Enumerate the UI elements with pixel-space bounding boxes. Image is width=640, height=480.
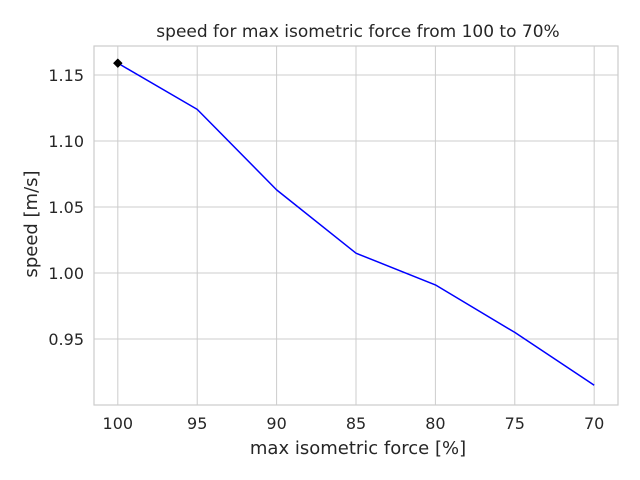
y-tick-label: 1.15 bbox=[48, 66, 84, 85]
y-tick-label: 1.10 bbox=[48, 132, 84, 151]
y-tick-label: 1.05 bbox=[48, 198, 84, 217]
plot-frame bbox=[93, 45, 619, 406]
x-tick-label: 80 bbox=[425, 414, 445, 433]
x-tick-label: 70 bbox=[584, 414, 604, 433]
series-layer bbox=[117, 62, 595, 386]
plot-area-border bbox=[93, 45, 619, 406]
x-tick-label: 85 bbox=[346, 414, 366, 433]
y-tick-label: 1.00 bbox=[48, 264, 84, 283]
chart-title: speed for max isometric force from 100 t… bbox=[156, 22, 559, 42]
grid-lines bbox=[94, 46, 618, 405]
y-tick-labels: 0.95 1.00 1.05 1.10 1.15 bbox=[48, 66, 84, 349]
x-tick-label: 75 bbox=[505, 414, 525, 433]
x-tick-labels: 100 95 90 85 80 75 70 bbox=[103, 414, 605, 433]
series-line bbox=[117, 62, 595, 386]
marker-layer bbox=[112, 58, 123, 69]
x-tick-label: 95 bbox=[187, 414, 207, 433]
y-axis-label: speed [m/s] bbox=[21, 170, 42, 277]
x-tick-label: 90 bbox=[266, 414, 286, 433]
diamond-marker bbox=[112, 58, 123, 69]
x-axis-label: max isometric force [%] bbox=[250, 438, 466, 459]
x-tick-label: 100 bbox=[103, 414, 134, 433]
y-tick-label: 0.95 bbox=[48, 330, 84, 349]
